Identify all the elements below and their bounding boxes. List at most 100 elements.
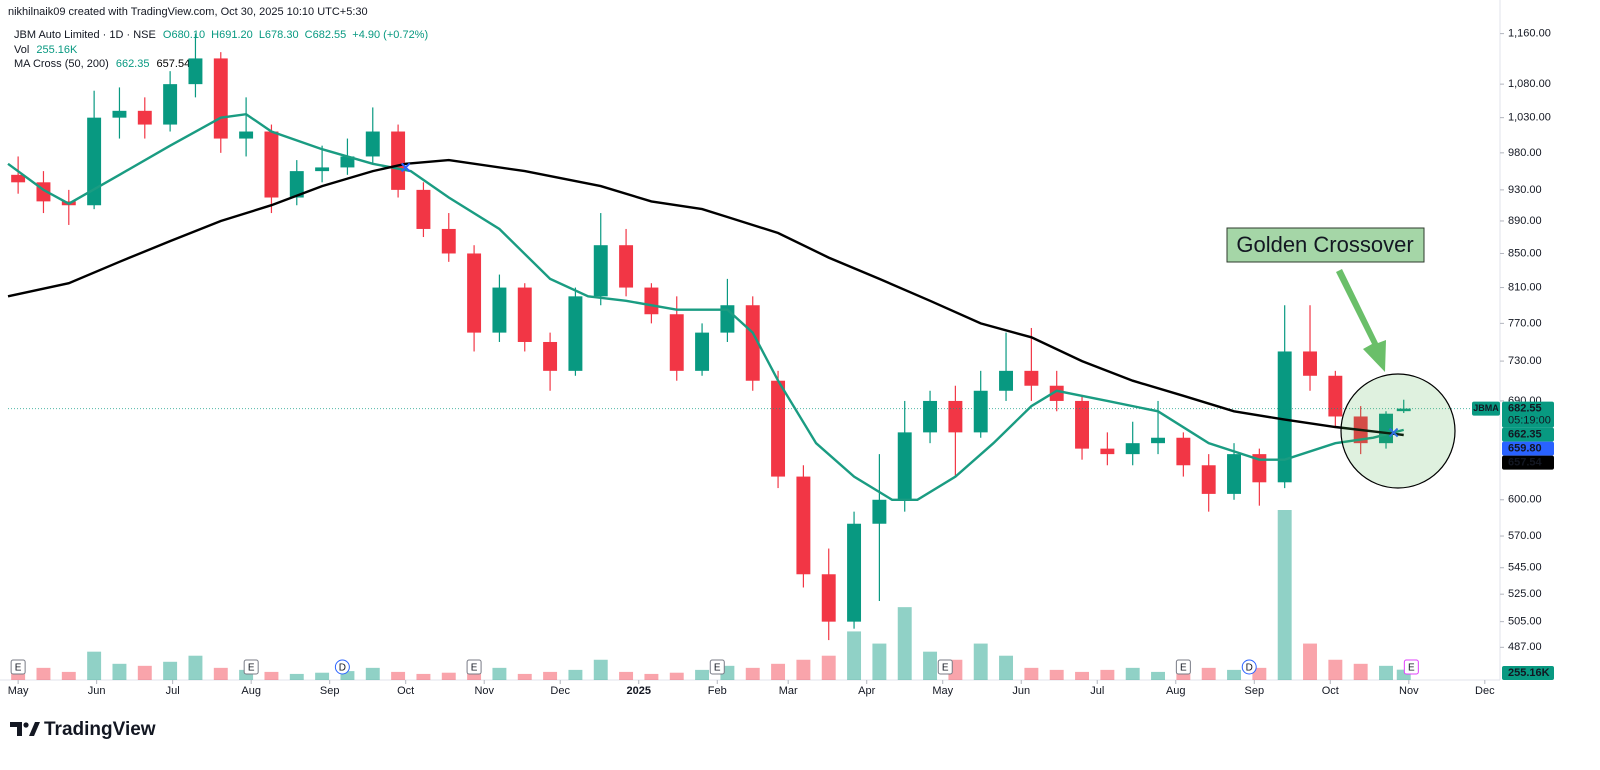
volume-bar	[391, 671, 406, 680]
price-label: 659.80	[1508, 443, 1542, 455]
candle-body	[416, 189, 431, 229]
volume-label: 255.16K	[1508, 667, 1550, 679]
volume-bar	[1328, 659, 1343, 680]
event-marker	[10, 659, 26, 675]
x-tick-label: Dec	[550, 685, 570, 697]
event-marker	[334, 659, 350, 675]
x-tick-label: Nov	[1399, 685, 1419, 697]
volume-bar	[61, 671, 76, 680]
candle-body	[771, 380, 786, 477]
price-tag: JBMA	[1473, 403, 1499, 413]
candle-body	[1075, 400, 1090, 449]
volume-bars	[11, 510, 1411, 680]
x-tick-label: Sep	[320, 685, 340, 697]
volume-bar	[1201, 667, 1216, 680]
y-tick-label: 1,080.00	[1508, 78, 1551, 90]
volume-bar	[821, 655, 836, 680]
price-label: 682.55	[1508, 403, 1542, 415]
event-label: E	[1180, 663, 1187, 674]
y-tick-label: 1,160.00	[1508, 28, 1551, 40]
candle-body	[188, 58, 203, 85]
volume-bar	[11, 669, 26, 680]
candle-body	[1303, 351, 1317, 376]
x-tick-label: Jul	[1090, 685, 1104, 697]
legend-symbol: JBM Auto Limited · 1D · NSE O680.10 H691…	[14, 29, 428, 41]
volume-bar	[416, 673, 431, 680]
x-tick-label: Jun	[88, 685, 106, 697]
event-label: D	[339, 663, 346, 674]
candle-body	[1252, 454, 1267, 483]
volume-bar	[137, 665, 152, 680]
candle-body	[1277, 351, 1292, 483]
x-tick-label: Aug	[241, 685, 261, 697]
ma-line	[7, 112, 1404, 501]
logo-mark	[23, 722, 29, 728]
candle-body	[897, 432, 912, 500]
plot-area: 1,160.00 1,080.00 1,030.00 980.00 930.00 890.…	[7, 28, 1554, 697]
candle-body	[492, 287, 507, 333]
volume-bar	[745, 667, 760, 680]
candle-body	[948, 400, 963, 433]
candle-body	[1328, 375, 1343, 417]
annotation-circle	[1340, 373, 1456, 489]
candle-body	[315, 167, 330, 172]
candle-body	[1151, 437, 1165, 444]
y-tick-label: 980.00	[1508, 147, 1542, 159]
candle-body	[1024, 370, 1039, 386]
volume-bar	[1252, 667, 1267, 680]
x-tick-label: Aug	[1166, 685, 1186, 697]
event-label: D	[1246, 663, 1253, 674]
event-marker	[1241, 659, 1257, 675]
volume-bar	[771, 663, 786, 680]
x-tick-label: May	[932, 685, 953, 697]
volume-bar	[1227, 669, 1241, 680]
volume-bar	[264, 671, 279, 680]
event-marker	[937, 659, 953, 675]
event-marker	[1175, 659, 1191, 675]
candle-body	[340, 156, 355, 168]
volume-bar	[695, 669, 710, 680]
volume-bar	[365, 667, 380, 680]
y-tick-label: 810.00	[1508, 281, 1542, 293]
volume-bar	[1049, 669, 1064, 680]
y-tick-label: 600.00	[1508, 494, 1542, 506]
volume-bar	[1303, 643, 1317, 680]
volume-bar	[568, 669, 583, 680]
candle-body	[619, 245, 634, 288]
event-label: E	[15, 663, 22, 674]
candle-body	[745, 305, 760, 381]
candle-body	[264, 131, 279, 198]
x-tick-label: Nov	[474, 685, 494, 697]
volume-bar	[543, 671, 558, 680]
logo-mark	[29, 722, 40, 736]
y-tick-label: 930.00	[1508, 184, 1542, 196]
candle-body	[543, 341, 558, 371]
volume-value: 255.16K	[36, 44, 78, 56]
volume-bar	[897, 607, 912, 680]
volume-bar	[213, 667, 228, 680]
candle-body	[441, 228, 456, 254]
y-tick-label: 487.00	[1508, 641, 1542, 653]
x-tick-label: Dec	[1475, 685, 1495, 697]
candle-body	[1396, 408, 1411, 412]
price-label: 662.35	[1508, 429, 1542, 441]
ohlc: H691.20	[211, 29, 253, 41]
y-tick-label: 1,030.00	[1508, 112, 1551, 124]
x-tick-label: Feb	[708, 685, 727, 697]
volume-bar	[36, 667, 51, 680]
candle-body	[999, 370, 1014, 391]
candle-body	[1176, 437, 1191, 466]
annotation-text: Golden Crossover	[1236, 232, 1413, 257]
volume-bar	[315, 672, 330, 680]
y-tick-label: 770.00	[1508, 317, 1542, 329]
price-label-box	[1502, 401, 1554, 428]
candle-body	[1201, 465, 1216, 494]
x-tick-label: Apr	[858, 685, 875, 697]
volume-bar	[112, 663, 127, 680]
y-tick-label: 890.00	[1508, 215, 1542, 227]
candle-body	[872, 499, 887, 524]
x-tick-label: Sep	[1244, 685, 1264, 697]
candle-body	[213, 58, 228, 139]
